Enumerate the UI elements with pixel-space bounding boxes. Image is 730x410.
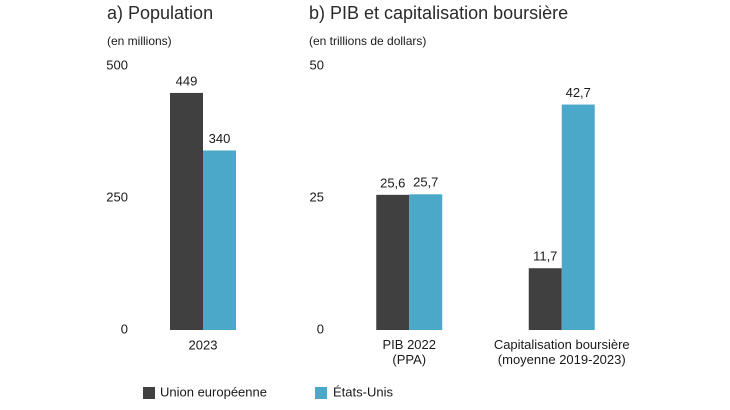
bar	[528, 268, 562, 330]
value-label: 11,7	[533, 249, 557, 264]
legend-swatch	[315, 387, 327, 399]
bar	[203, 150, 236, 330]
y-tick-label: 500	[106, 57, 128, 72]
chart-title: b) PIB et capitalisation boursière	[309, 3, 568, 23]
y-tick-label: 50	[310, 57, 324, 72]
bar	[170, 92, 203, 330]
bar	[561, 104, 595, 330]
y-tick-label: 0	[317, 321, 324, 336]
chart-title: a) Population	[107, 3, 213, 23]
x-tick-label: PIB 2022 (PPA)	[383, 337, 437, 367]
legend-label: Union européenne	[160, 384, 267, 399]
value-label: 25,6	[380, 175, 405, 190]
value-label: 449	[176, 73, 198, 88]
y-tick-label: 0	[121, 321, 128, 336]
bar	[376, 194, 410, 330]
legend-label: États-Unis	[333, 384, 393, 399]
x-tick-label: 2023	[189, 337, 218, 352]
y-tick-label: 25	[310, 189, 324, 204]
value-label: 340	[209, 131, 231, 146]
bar	[409, 194, 443, 330]
y-tick-label: 250	[106, 189, 128, 204]
chart-subtitle: (en trillions de dollars)	[309, 34, 426, 48]
legend-swatch	[143, 387, 155, 399]
chart-subtitle: (en millions)	[107, 34, 172, 48]
value-label: 25,7	[413, 175, 438, 190]
value-label: 42,7	[566, 85, 591, 100]
x-tick-label: Capitalisation boursière (moyenne 2019-20…	[494, 337, 630, 367]
